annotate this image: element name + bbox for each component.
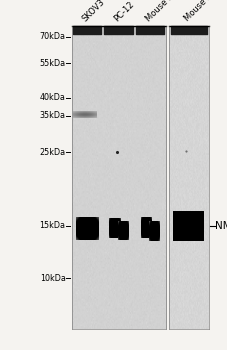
- Point: [184, 148, 188, 153]
- Text: 35kDa: 35kDa: [39, 111, 66, 120]
- Text: 70kDa: 70kDa: [39, 32, 66, 41]
- Text: NMB: NMB: [215, 221, 227, 231]
- Text: 25kDa: 25kDa: [39, 148, 66, 157]
- Text: PC-12: PC-12: [112, 0, 136, 23]
- Text: 55kDa: 55kDa: [39, 58, 66, 68]
- Text: SKOV3: SKOV3: [81, 0, 107, 23]
- Text: Mouse brain: Mouse brain: [144, 0, 187, 23]
- Point: [116, 149, 119, 155]
- Text: 10kDa: 10kDa: [40, 274, 66, 283]
- Text: 40kDa: 40kDa: [40, 93, 66, 103]
- Text: 15kDa: 15kDa: [39, 221, 66, 230]
- Text: Mouse kidney: Mouse kidney: [183, 0, 227, 23]
